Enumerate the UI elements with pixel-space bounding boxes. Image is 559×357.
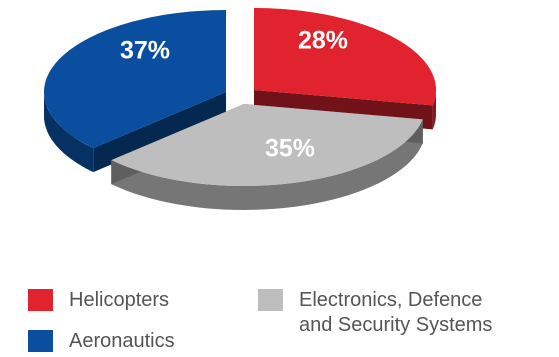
pie-value-label-aeronautics: 37% <box>120 37 170 65</box>
pie-chart: 28% 35% 37% <box>44 8 436 210</box>
pie-slice-aeronautics <box>44 10 226 149</box>
legend-label-helicopters: Helicopters <box>69 289 170 311</box>
pie-side-helicopters <box>432 90 436 130</box>
legend-swatch-helicopters <box>28 289 53 311</box>
legend-label-aeronautics: Aeronautics <box>69 330 175 352</box>
pie-top-layer <box>44 8 436 186</box>
legend-swatch-aeronautics <box>28 330 53 352</box>
pie-value-label-electronics: 35% <box>265 135 315 163</box>
legend-item-helicopters: Helicopters <box>28 288 169 313</box>
legend-label-electronics: Electronics, Defence and Security System… <box>299 289 493 336</box>
pie-slice-electronics <box>111 104 423 186</box>
pie-label-layer: 28% 35% 37% <box>120 27 348 163</box>
pie-side-electronics <box>111 119 423 210</box>
legend-swatch-electronics <box>258 289 283 311</box>
pie-side-aeronautics <box>44 92 94 173</box>
pie-slice-helicopters <box>254 8 436 106</box>
pie-wall-aeronautics-0 <box>93 92 226 173</box>
pie-value-label-helicopters: 28% <box>298 27 348 55</box>
legend-item-aeronautics: Aeronautics <box>28 329 175 354</box>
legend-item-electronics: Electronics, Defence and Security System… <box>258 288 492 338</box>
